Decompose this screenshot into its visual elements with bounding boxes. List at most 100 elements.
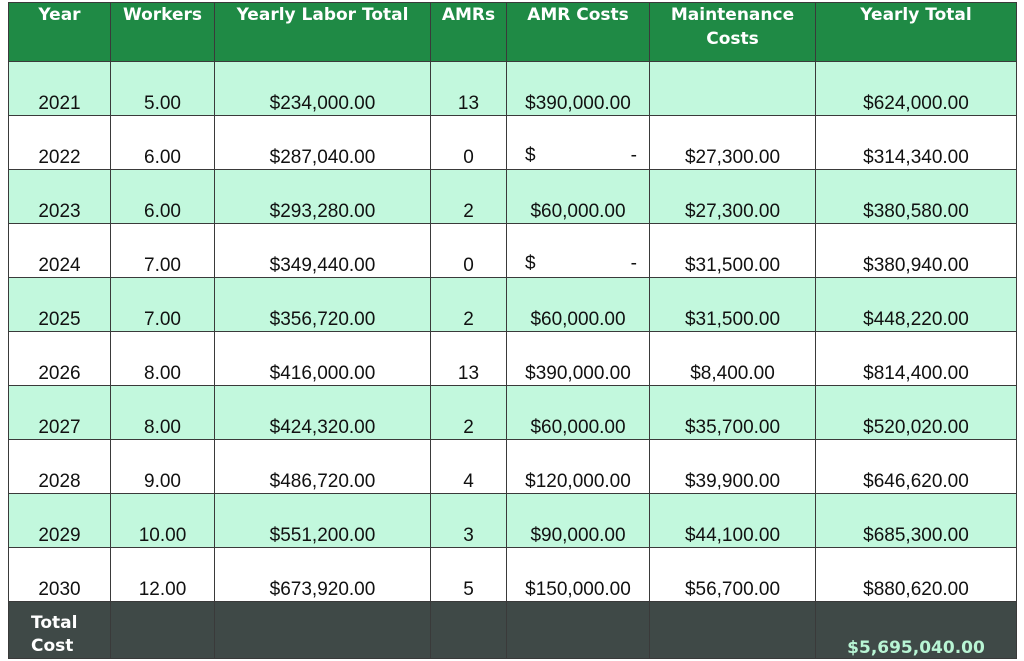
amr-cost-cell: $390,000.00 xyxy=(506,331,650,386)
yearly-total-cell: $380,580.00 xyxy=(815,169,1017,224)
total-cost-label: Total Cost xyxy=(8,601,111,659)
workers-cell: 8.00 xyxy=(110,385,215,440)
maintenance-cell: $56,700.00 xyxy=(649,547,816,602)
table-row: 2022 6.00 $287,040.00 0 $ - $27,300.00 $… xyxy=(8,115,1017,170)
labor-total-cell: $673,920.00 xyxy=(214,547,431,602)
amr-cost-cell: $ - xyxy=(506,223,650,278)
amr-cost-cell: $60,000.00 xyxy=(506,385,650,440)
header-maintenance-costs: Maintenance Costs xyxy=(649,2,816,62)
maintenance-cell: $39,900.00 xyxy=(649,439,816,494)
table-row: 2025 7.00 $356,720.00 2 $60,000.00 $31,5… xyxy=(8,277,1017,332)
amr-cost-cell: $150,000.00 xyxy=(506,547,650,602)
amr-cost-cell: $ - xyxy=(506,115,650,170)
dollar-sign: $ xyxy=(525,145,536,166)
amrs-cell: 0 xyxy=(430,115,507,170)
header-amrs: AMRs xyxy=(430,2,507,62)
yearly-total-cell: $448,220.00 xyxy=(815,277,1017,332)
workers-cell: 5.00 xyxy=(110,61,215,116)
year-cell: 2022 xyxy=(8,115,111,170)
amrs-cell: 2 xyxy=(430,277,507,332)
header-yearly-labor-total: Yearly Labor Total xyxy=(214,2,431,62)
yearly-total-cell: $880,620.00 xyxy=(815,547,1017,602)
table-row: 2023 6.00 $293,280.00 2 $60,000.00 $27,3… xyxy=(8,169,1017,224)
year-cell: 2025 xyxy=(8,277,111,332)
labor-total-cell: $234,000.00 xyxy=(214,61,431,116)
year-cell: 2024 xyxy=(8,223,111,278)
workers-cell: 8.00 xyxy=(110,331,215,386)
labor-total-cell: $293,280.00 xyxy=(214,169,431,224)
yearly-total-cell: $520,020.00 xyxy=(815,385,1017,440)
workers-cell: 12.00 xyxy=(110,547,215,602)
maintenance-cell: $27,300.00 xyxy=(649,115,816,170)
year-cell: 2023 xyxy=(8,169,111,224)
labor-total-cell: $287,040.00 xyxy=(214,115,431,170)
amrs-cell: 4 xyxy=(430,439,507,494)
labor-total-cell: $486,720.00 xyxy=(214,439,431,494)
yearly-total-cell: $314,340.00 xyxy=(815,115,1017,170)
labor-total-cell: $349,440.00 xyxy=(214,223,431,278)
yearly-total-cell: $380,940.00 xyxy=(815,223,1017,278)
labor-total-cell: $356,720.00 xyxy=(214,277,431,332)
amrs-cell: 2 xyxy=(430,385,507,440)
table-row: 2028 9.00 $486,720.00 4 $120,000.00 $39,… xyxy=(8,439,1017,494)
amr-cost-cell: $60,000.00 xyxy=(506,169,650,224)
yearly-total-cell: $685,300.00 xyxy=(815,493,1017,548)
maintenance-cell: $31,500.00 xyxy=(649,223,816,278)
year-cell: 2027 xyxy=(8,385,111,440)
table-row: 2030 12.00 $673,920.00 5 $150,000.00 $56… xyxy=(8,547,1017,602)
table-row: 2029 10.00 $551,200.00 3 $90,000.00 $44,… xyxy=(8,493,1017,548)
workers-cell: 6.00 xyxy=(110,115,215,170)
yearly-total-cell: $624,000.00 xyxy=(815,61,1017,116)
maintenance-cell: $31,500.00 xyxy=(649,277,816,332)
table-row: 2027 8.00 $424,320.00 2 $60,000.00 $35,7… xyxy=(8,385,1017,440)
footer-empty-cell xyxy=(110,601,215,659)
amrs-cell: 13 xyxy=(430,61,507,116)
workers-cell: 9.00 xyxy=(110,439,215,494)
header-yearly-total: Yearly Total xyxy=(815,2,1017,62)
maintenance-cell: $27,300.00 xyxy=(649,169,816,224)
yearly-total-cell: $814,400.00 xyxy=(815,331,1017,386)
amrs-cell: 13 xyxy=(430,331,507,386)
amr-cost-cell: $90,000.00 xyxy=(506,493,650,548)
amrs-cell: 0 xyxy=(430,223,507,278)
year-cell: 2026 xyxy=(8,331,111,386)
workers-cell: 6.00 xyxy=(110,169,215,224)
footer-empty-cell xyxy=(214,601,431,659)
zero-dash: - xyxy=(630,253,637,274)
cost-table-container: Year Workers Yearly Labor Total AMRs AMR… xyxy=(8,2,1017,659)
grand-total-value: $5,695,040.00 xyxy=(815,601,1017,659)
year-cell: 2028 xyxy=(8,439,111,494)
amr-cost-cell: $390,000.00 xyxy=(506,61,650,116)
header-row: Year Workers Yearly Labor Total AMRs AMR… xyxy=(8,2,1017,62)
footer-empty-cell xyxy=(430,601,507,659)
amrs-cell: 3 xyxy=(430,493,507,548)
total-cost-row: Total Cost $5,695,040.00 xyxy=(8,601,1017,659)
header-amr-costs: AMR Costs xyxy=(506,2,650,62)
year-cell: 2029 xyxy=(8,493,111,548)
cost-comparison-table: Year Workers Yearly Labor Total AMRs AMR… xyxy=(8,2,1017,659)
total-label-line2: Cost xyxy=(31,636,74,656)
year-cell: 2030 xyxy=(8,547,111,602)
year-cell: 2021 xyxy=(8,61,111,116)
header-year: Year xyxy=(8,2,111,62)
workers-cell: 7.00 xyxy=(110,277,215,332)
table-row: 2021 5.00 $234,000.00 13 $390,000.00 $62… xyxy=(8,61,1017,116)
maintenance-cell xyxy=(649,61,816,116)
labor-total-cell: $424,320.00 xyxy=(214,385,431,440)
amr-cost-cell: $60,000.00 xyxy=(506,277,650,332)
dollar-sign: $ xyxy=(525,253,536,274)
header-workers: Workers xyxy=(110,2,215,62)
table-row: 2026 8.00 $416,000.00 13 $390,000.00 $8,… xyxy=(8,331,1017,386)
footer-empty-cell xyxy=(506,601,650,659)
total-label-line1: Total xyxy=(31,613,78,633)
labor-total-cell: $551,200.00 xyxy=(214,493,431,548)
maintenance-cell: $8,400.00 xyxy=(649,331,816,386)
maintenance-cell: $35,700.00 xyxy=(649,385,816,440)
table-row: 2024 7.00 $349,440.00 0 $ - $31,500.00 $… xyxy=(8,223,1017,278)
zero-dash: - xyxy=(630,145,637,166)
amrs-cell: 5 xyxy=(430,547,507,602)
workers-cell: 10.00 xyxy=(110,493,215,548)
amr-cost-cell: $120,000.00 xyxy=(506,439,650,494)
footer-empty-cell xyxy=(649,601,816,659)
workers-cell: 7.00 xyxy=(110,223,215,278)
